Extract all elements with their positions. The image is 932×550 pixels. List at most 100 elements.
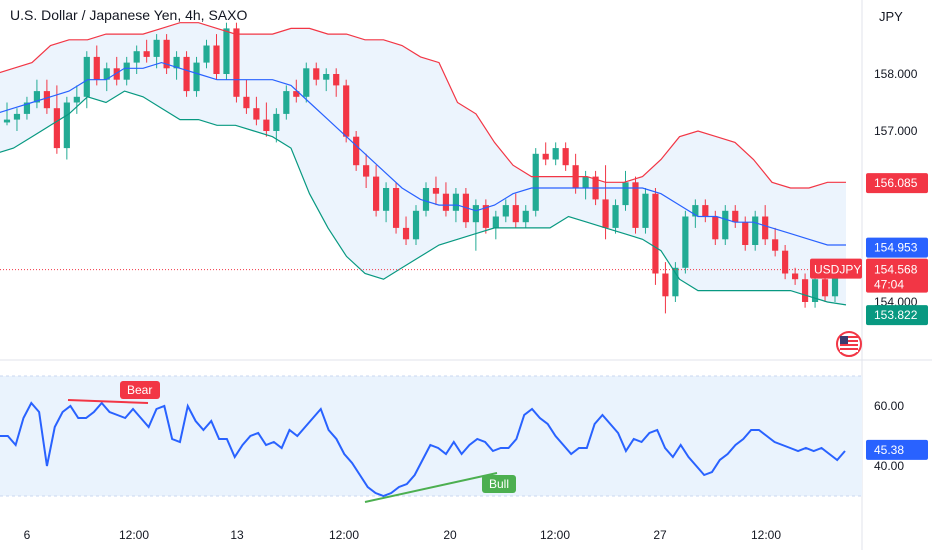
flag-stripe [840,348,858,350]
bull-badge-label: Bull [489,477,509,491]
bear-badge [120,381,160,399]
candle-body [243,96,250,109]
us-flag-icon[interactable] [836,331,862,357]
price-badge-label: 153.822 [874,308,918,322]
candle-body [3,119,11,123]
candle-body [762,216,769,240]
candle-body [722,210,729,240]
time-tick-label: 20 [443,528,457,542]
candle-body [792,273,799,280]
candle-body [123,62,130,80]
candle-body [273,113,280,131]
time-tick-label: 12:00 [751,528,781,542]
candle-body [821,279,829,297]
candle-body [562,148,569,166]
candle-body [103,68,110,80]
candle-body [732,210,739,223]
candle-body [213,45,220,74]
time-tick-label: 12:00 [540,528,570,542]
candle-body [472,205,479,223]
candle-body [143,51,150,57]
candle-body [502,205,509,217]
candle-body [662,273,669,297]
candle-body [712,216,719,240]
candle-body [73,96,80,103]
candle-body [522,210,529,223]
flag-canton [840,336,848,344]
candle-body [183,56,190,92]
price-badge [866,173,928,194]
candle-body [193,62,200,92]
candle-body [782,250,789,274]
rsi-tick-label: 60.00 [874,399,904,413]
candle-body [532,153,539,211]
candle-body [652,193,659,274]
candle-body [392,188,400,228]
bull-divergence-line [364,472,498,503]
candle-body [772,239,779,251]
candle-body [323,74,330,80]
candle-body [173,56,180,69]
candle-body [642,193,649,228]
candle-body [692,205,699,217]
candle-body [801,279,809,302]
candle-body [742,222,749,245]
candle-body [223,28,230,74]
candle-body [602,199,609,228]
candle-body [632,182,639,228]
currency-label[interactable]: JPY [879,9,903,24]
symbol-tag [810,258,862,279]
price-tick-label: 157.000 [874,124,918,138]
candle-body [343,85,350,137]
current-price-badge [866,258,928,293]
chart-title: U.S. Dollar / Japanese Yen, 4h, SAXO [10,7,248,23]
candle-body [283,91,290,114]
candle-body [43,91,50,109]
bear-divergence-line [67,399,149,404]
candle-body [13,113,21,120]
time-tick-label: 27 [653,528,667,542]
candle-body [233,28,240,97]
candle-body [363,165,370,177]
candle-body [293,91,300,97]
candle-body [93,56,100,80]
candle-body [622,182,629,206]
time-tick-label: 12:00 [329,528,359,542]
rsi-pane[interactable]: 60.00 40.00 45.38 Bear Bull [0,375,928,503]
candle-body [313,68,320,80]
candle-body [552,148,559,160]
candle-body [582,176,589,188]
rsi-current-label: 45.38 [874,443,904,457]
bar-countdown-label: 47:04 [874,278,904,292]
candle-body [303,68,310,97]
candle-body [492,216,499,228]
time-tick-label: 13 [230,528,244,542]
price-badge-label: 156.085 [874,176,918,190]
band-fill [0,22,846,305]
candle-body [333,74,340,86]
candle-body [153,39,160,57]
rsi-tick-label: 40.00 [874,459,904,473]
bb-basis-line [0,61,846,246]
candle-body [512,205,519,223]
bear-badge-label: Bear [127,383,152,397]
symbol-tag-text: USDJPY [814,263,861,277]
price-tick-label: 158.000 [874,67,918,81]
flag-stripe [840,336,858,338]
candle-body [682,216,689,268]
candle-body [203,45,210,63]
bb-lower-line [0,90,847,306]
price-badge [866,305,928,326]
candle-body [442,193,450,211]
candle-body [542,153,549,160]
flag-stripe [840,344,858,346]
candle-body [452,193,460,211]
bollinger-lines [0,22,847,306]
candle-body [113,68,120,80]
bb-upper-line [0,22,846,189]
time-axis: 6 12:00 13 12:00 20 12:00 27 12:00 [24,528,782,542]
candle-body [253,108,260,120]
candle-body [23,102,31,114]
